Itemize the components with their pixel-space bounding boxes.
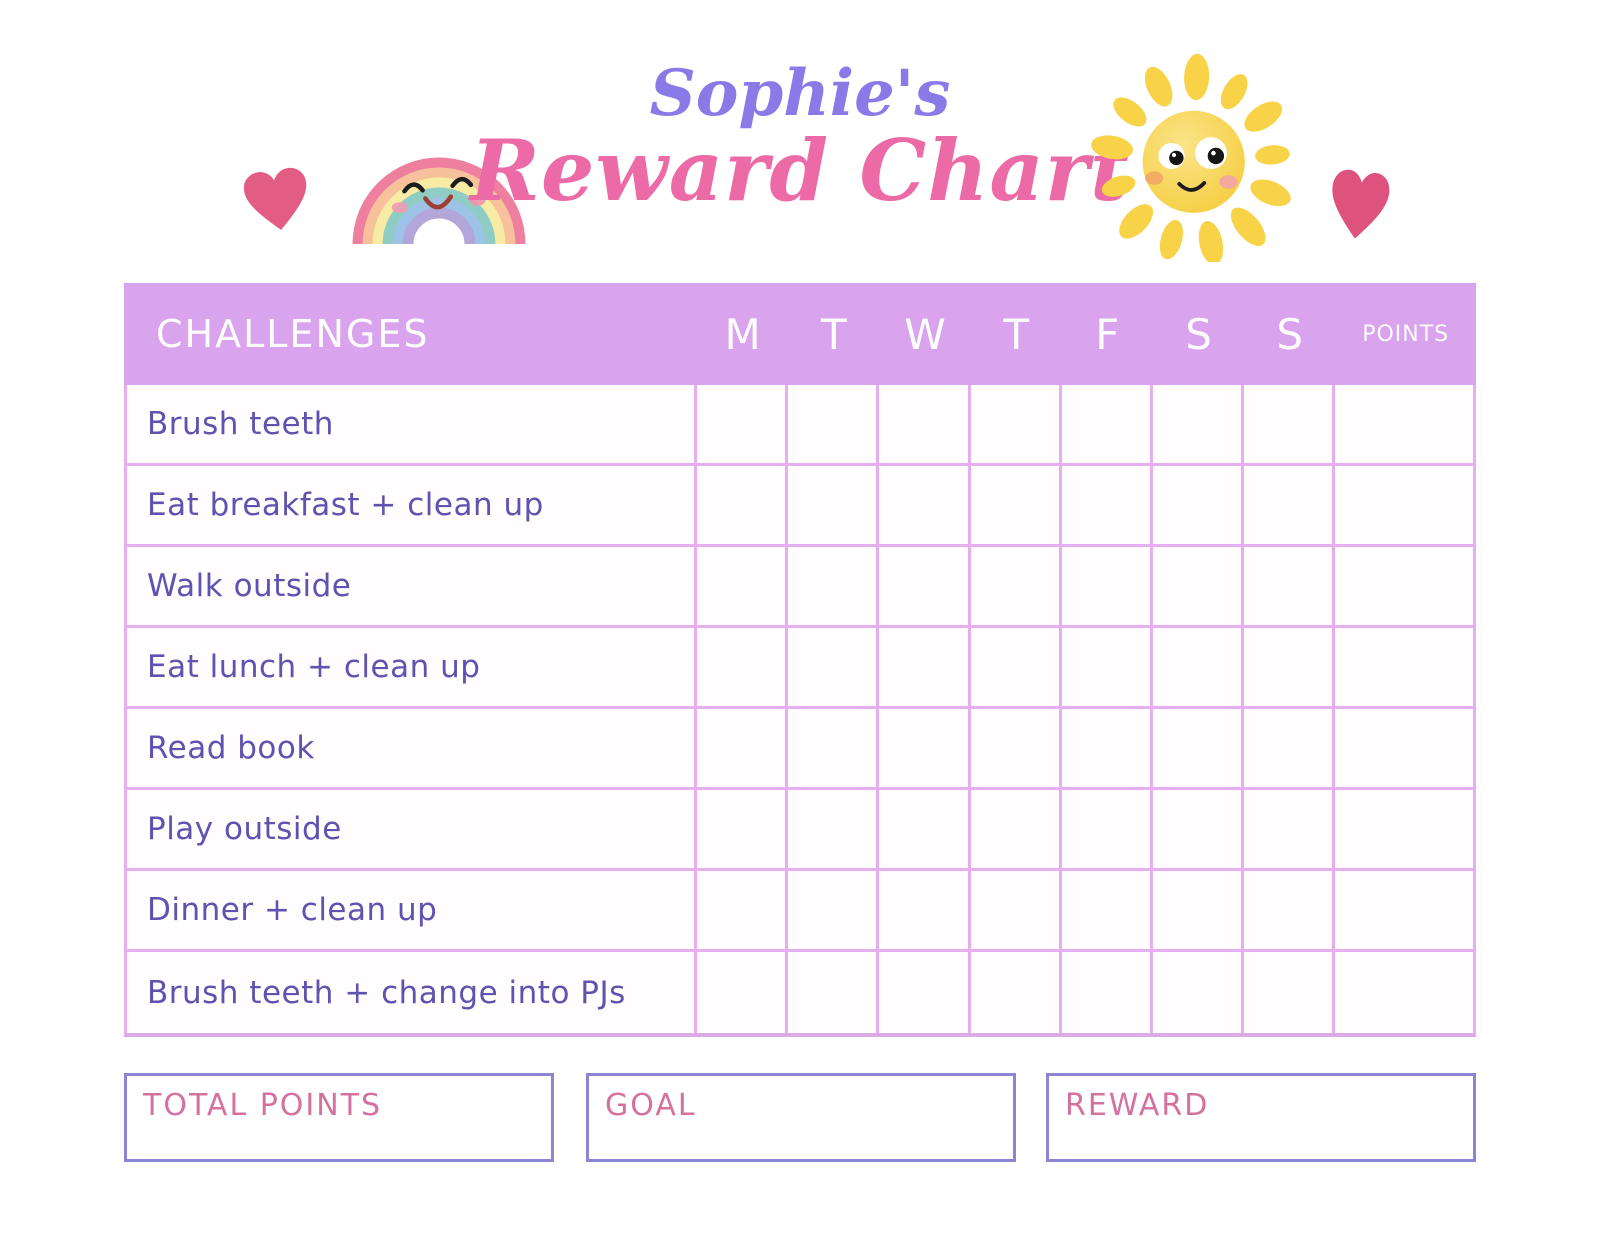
challenge-label: Play outside [127, 790, 697, 871]
day-cell [697, 547, 789, 628]
day-header: F [1095, 309, 1120, 359]
day-cell [879, 547, 971, 628]
day-cell [1061, 628, 1153, 709]
total-points-box: TOTAL POINTS [124, 1073, 554, 1162]
day-cell [1061, 790, 1153, 871]
challenge-label: Dinner + clean up [127, 871, 697, 952]
day-cell [697, 871, 789, 952]
day-cell [788, 952, 880, 1033]
day-cell [1152, 871, 1245, 952]
day-cell [970, 628, 1062, 709]
day-cell [970, 871, 1062, 952]
points-cell [1335, 628, 1473, 709]
day-cell [1244, 547, 1336, 628]
day-cell [788, 547, 880, 628]
goal-label: GOAL [605, 1088, 697, 1123]
day-cell [697, 790, 789, 871]
weekly-chart-table: CHALLENGES M T W T F S S POINTS Brush teeth Eat … [124, 283, 1476, 1037]
day-cell [1244, 952, 1336, 1033]
heart-icon [243, 167, 307, 230]
day-cell [788, 628, 880, 709]
points-cell [1335, 466, 1473, 547]
reward-label: REWARD [1065, 1088, 1210, 1123]
day-cell [788, 871, 880, 952]
day-cell [788, 790, 880, 871]
day-cell [1061, 466, 1153, 547]
day-cell [879, 385, 971, 466]
day-cell [697, 385, 789, 466]
points-cell [1335, 871, 1473, 952]
day-cell [970, 466, 1062, 547]
points-cell [1335, 385, 1473, 466]
challenge-label: Eat lunch + clean up [127, 628, 697, 709]
day-cell [879, 790, 971, 871]
day-cell [697, 709, 789, 790]
goal-box: GOAL [586, 1073, 1016, 1162]
day-cell [970, 790, 1062, 871]
heart-icon [1332, 169, 1390, 239]
challenge-label: Eat breakfast + clean up [127, 466, 697, 547]
points-header: POINTS [1362, 321, 1450, 347]
total-points-label: TOTAL POINTS [143, 1088, 383, 1123]
day-cell [788, 466, 880, 547]
challenges-header: CHALLENGES [156, 312, 430, 356]
day-header: W [904, 309, 946, 359]
day-cell [1152, 628, 1245, 709]
day-cell [879, 871, 971, 952]
points-cell [1335, 952, 1473, 1033]
day-header: M [724, 309, 761, 359]
day-cell [1061, 871, 1153, 952]
title-reward-chart: Reward Chart [470, 121, 1130, 221]
challenge-label: Read book [127, 709, 697, 790]
day-header: T [1003, 309, 1029, 359]
day-cell [1061, 547, 1153, 628]
day-cell [1061, 385, 1153, 466]
day-cell [788, 385, 880, 466]
day-cell [879, 709, 971, 790]
day-cell [1061, 952, 1153, 1033]
rainbow-icon [352, 157, 526, 245]
day-cell [1152, 952, 1245, 1033]
reward-box: REWARD [1046, 1073, 1476, 1162]
day-cell [1244, 790, 1336, 871]
chart-grid: Brush teeth Eat breakfast + clean up Walk … [124, 385, 1476, 1037]
day-header: T [820, 309, 847, 359]
sun-icon [1091, 53, 1291, 262]
challenge-label: Walk outside [127, 547, 697, 628]
day-cell [1244, 709, 1336, 790]
day-cell [1152, 385, 1245, 466]
day-cell [879, 628, 971, 709]
challenge-label: Brush teeth [127, 385, 697, 466]
day-cell [1152, 466, 1245, 547]
day-header: S [1185, 309, 1212, 359]
day-cell [788, 709, 880, 790]
points-cell [1335, 709, 1473, 790]
challenge-label: Brush teeth + change into PJs [127, 952, 697, 1033]
points-cell [1335, 790, 1473, 871]
day-cell [970, 709, 1062, 790]
points-cell [1335, 547, 1473, 628]
day-cell [697, 628, 789, 709]
day-cell [970, 547, 1062, 628]
day-cell [1152, 790, 1245, 871]
table-header-band: CHALLENGES M T W T F S S POINTS [124, 283, 1476, 385]
day-cell [1244, 628, 1336, 709]
day-cell [1244, 385, 1336, 466]
day-header: S [1276, 309, 1304, 359]
day-cell [1152, 547, 1245, 628]
day-cell [879, 952, 971, 1033]
day-cell [1152, 709, 1245, 790]
day-cell [1244, 466, 1336, 547]
page-title: Sophie's Reward Chart [400, 60, 1200, 213]
day-cell [697, 952, 789, 1033]
day-cell [697, 466, 789, 547]
title-name: Sophie's [649, 56, 951, 131]
day-cell [970, 952, 1062, 1033]
day-cell [879, 466, 971, 547]
day-cell [1061, 709, 1153, 790]
day-cell [1244, 871, 1336, 952]
day-cell [970, 385, 1062, 466]
